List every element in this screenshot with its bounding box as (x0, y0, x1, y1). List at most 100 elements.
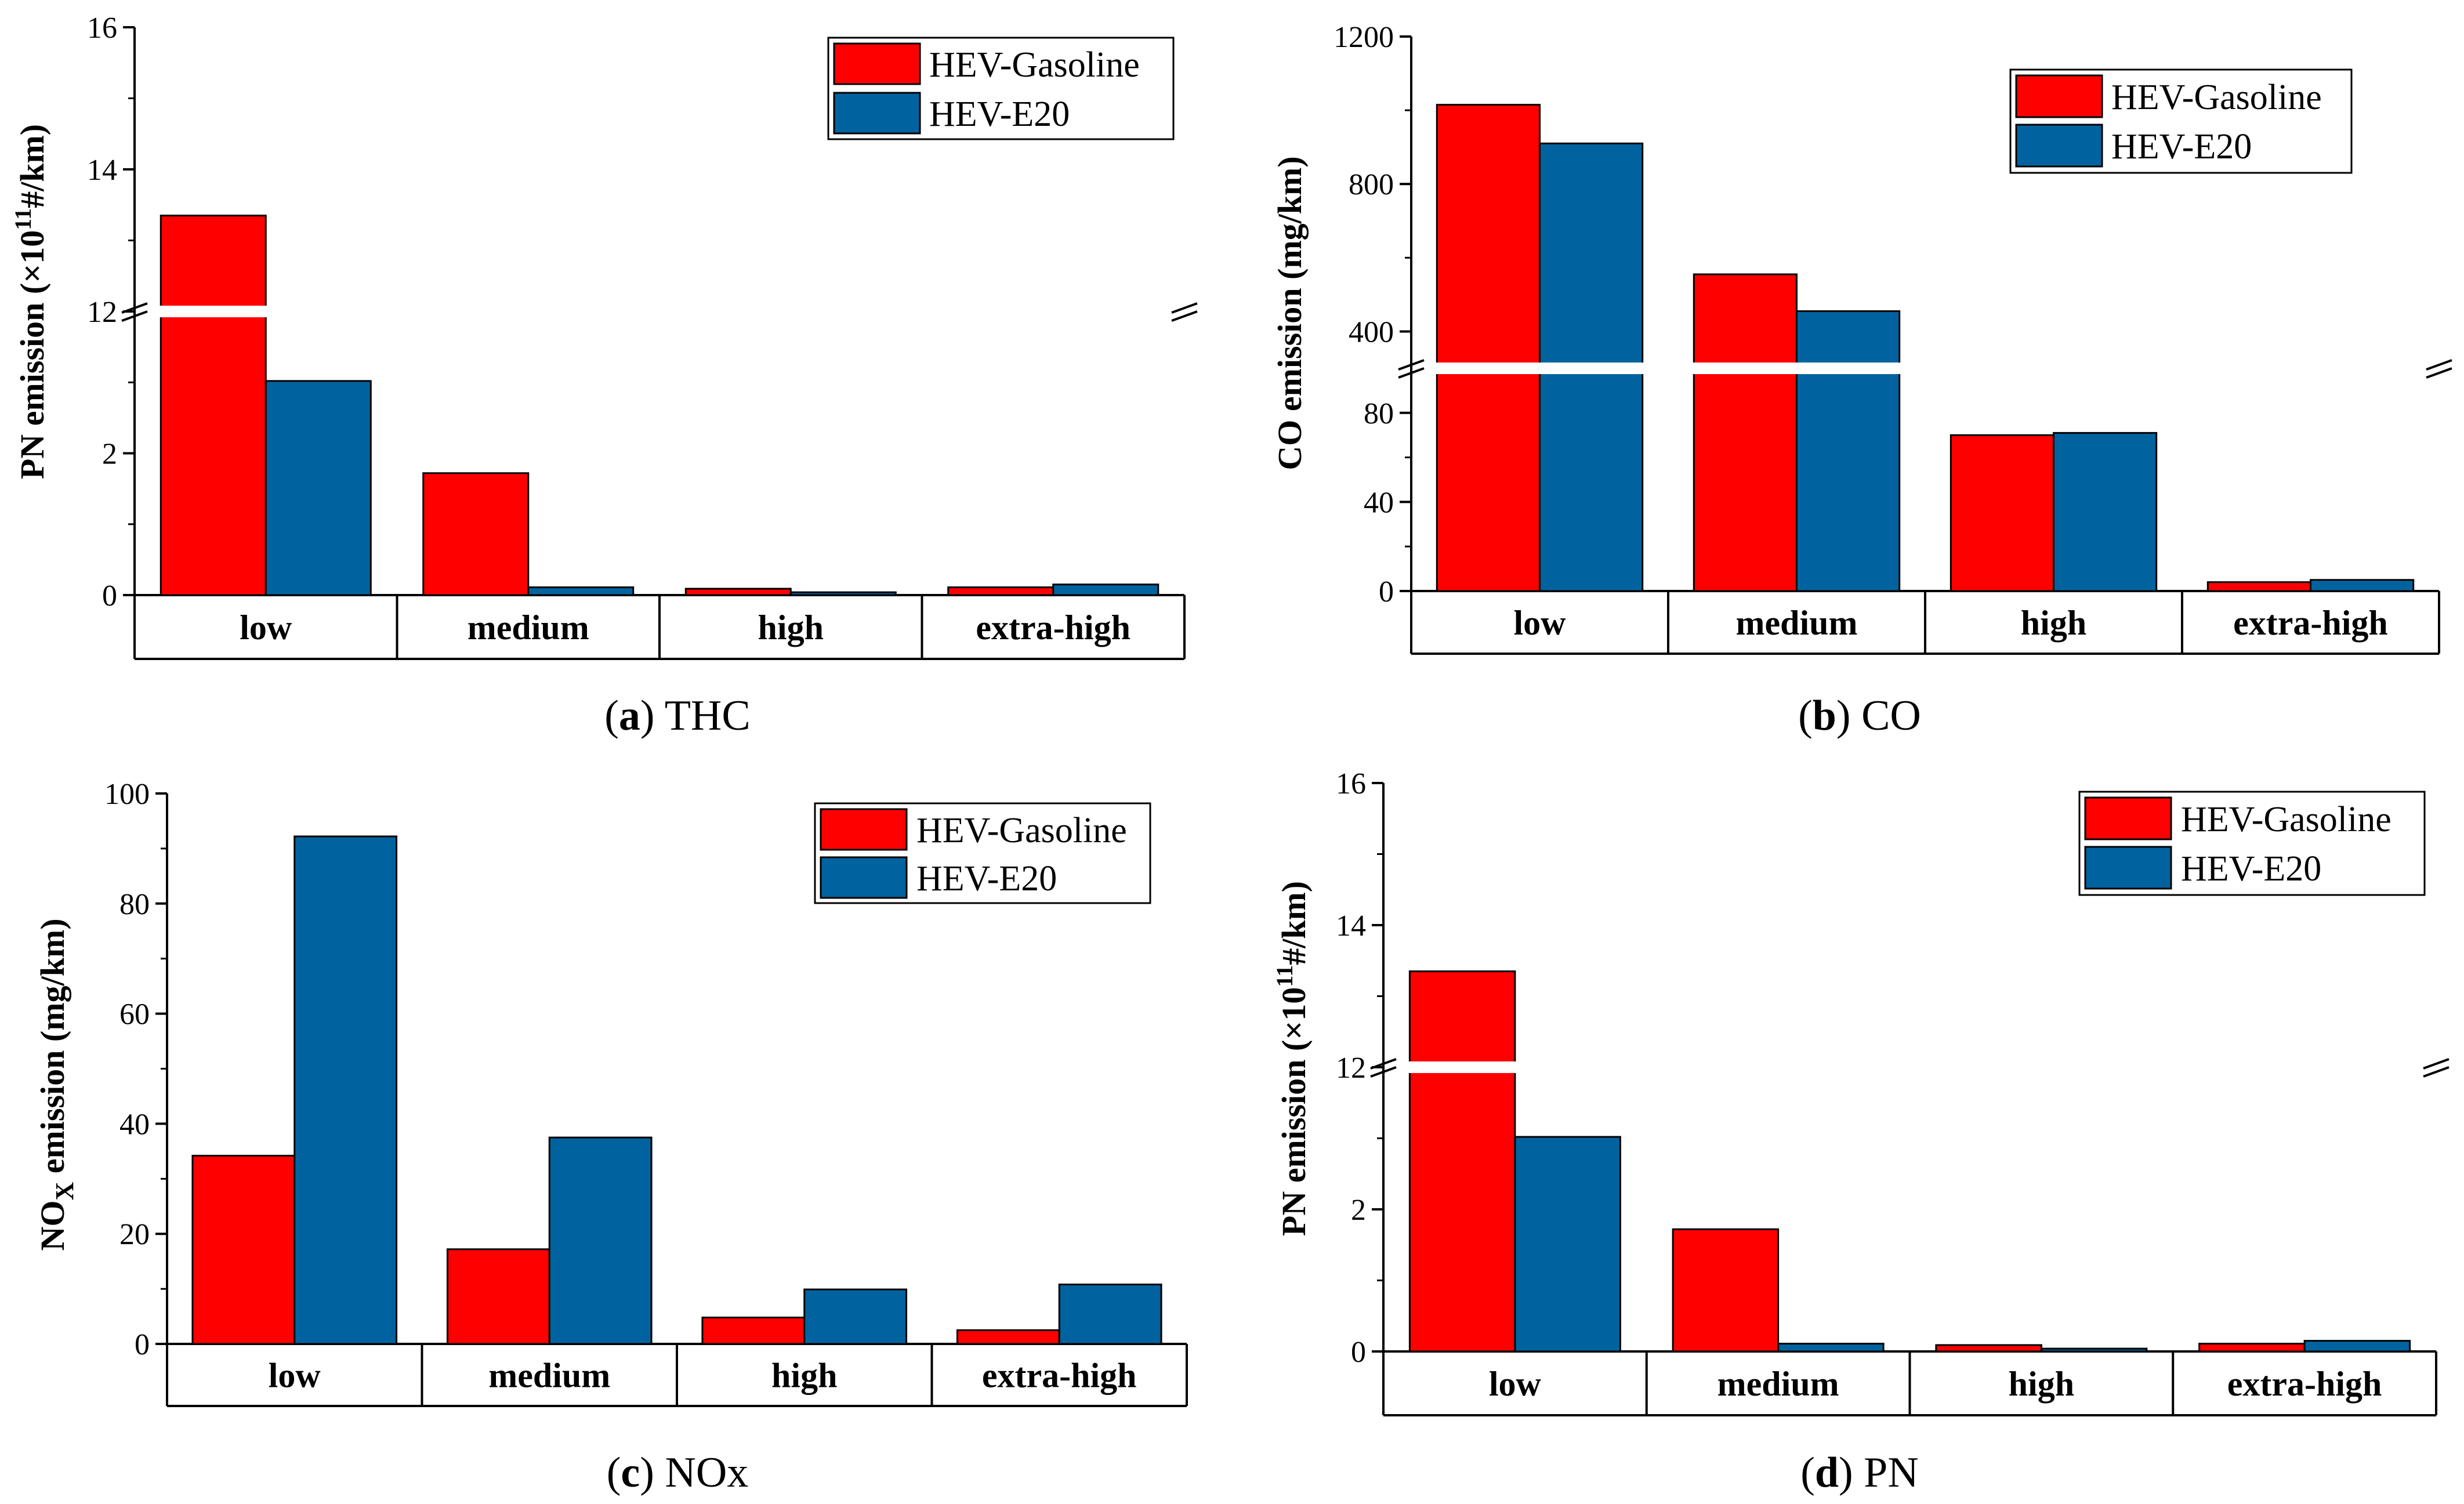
bar-gasoline-high (1935, 1344, 2042, 1353)
axis-break-mark-right (2423, 1058, 2449, 1070)
panel-b-y-ticks: 0 40 80 400 800 1200 (1334, 21, 1411, 608)
bar-gasoline-extra-high (2198, 1343, 2306, 1353)
axis-break-mark-left (1370, 1066, 1397, 1078)
panel-b-co: low medium high extra-high 040804008001200 … (1271, 21, 2452, 740)
bar-e20-high (789, 591, 897, 596)
axis-break-mark-right (2423, 1066, 2449, 1078)
legend-label-gasoline: HEV-Gasoline (2111, 78, 2322, 117)
bar-gasoline-high (1950, 434, 2055, 592)
panel-c-y-axis-title-post: emission (mg/km) (34, 918, 71, 1182)
panel-d-y-axis-title-sup: 11 (1271, 965, 1298, 987)
panel-c-y-ticks: 0 20 40 60 80 100 (104, 778, 167, 1361)
category-label-extra-high: extra-high (2227, 1365, 2382, 1403)
bar-e20-extra-high (2310, 579, 2415, 592)
legend-swatch-e20 (2015, 124, 2103, 168)
panel-a-y-ticks: 0 2 12 14 16 (87, 12, 135, 613)
axis-break-gap (1385, 1061, 2434, 1073)
bar-e20-low (293, 835, 398, 1345)
legend-label-gasoline: HEV-Gasoline (916, 811, 1127, 850)
bar-gasoline-high (701, 1316, 806, 1345)
category-label-medium: medium (1736, 604, 1858, 642)
y-tick-label: 14 (87, 154, 117, 187)
y-tick-label: 20 (119, 1218, 150, 1251)
panel-d-legend: HEV-Gasoline HEV-E20 (2078, 791, 2426, 896)
bar-e20-high (2040, 1347, 2148, 1353)
y-tick-label: 12 (87, 296, 117, 329)
panel-c-y-axis-title: NOX emission (mg/km) (34, 918, 79, 1251)
y-tick-label: 12 (1336, 1052, 1366, 1085)
panel-d-caption-text: PN (1864, 1449, 1919, 1496)
y-tick-label: 40 (119, 1108, 150, 1141)
panel-a-y-axis-title-sup: 11 (10, 208, 36, 230)
bar-e20-extra-high (1058, 1284, 1162, 1345)
panel-a-bars: low medium high extra-high (121, 27, 1198, 660)
bar-gasoline-low (191, 1154, 296, 1345)
y-tick-label: 800 (1349, 168, 1394, 201)
bar-e20-low (1514, 1136, 1621, 1353)
category-label-low: low (1514, 604, 1567, 642)
panel-d-y-axis-title: PN emission (×1011#/km) (1271, 881, 1313, 1236)
legend-swatch-gasoline (2084, 796, 2172, 840)
category-label-medium: medium (1717, 1365, 1839, 1403)
y-tick-label: 0 (1379, 575, 1394, 608)
bar-gasoline-extra-high (2206, 581, 2312, 592)
category-label-high: high (2021, 604, 2086, 642)
panel-b-caption-letter: b (1813, 692, 1836, 740)
panel-b-y-axis-title: CO emission (mg/km) (1271, 156, 1309, 470)
y-tick-label: 16 (1336, 767, 1366, 800)
bar-e20-medium (1777, 1343, 1885, 1353)
panel-b-caption: (b) CO (1798, 692, 1921, 740)
legend-label-gasoline: HEV-Gasoline (929, 45, 1140, 85)
bar-gasoline-low (1408, 970, 1516, 1353)
panel-c-caption-text: NOx (665, 1449, 748, 1496)
svg-text:PN emission (×1011#/km): PN emission (×1011#/km) (10, 124, 51, 479)
legend-swatch-gasoline (2015, 74, 2103, 118)
category-label-extra-high: extra-high (982, 1357, 1137, 1395)
y-tick-label: 2 (1351, 1194, 1366, 1227)
y-tick-label: 400 (1349, 316, 1394, 349)
bar-gasoline-low (1436, 104, 1541, 592)
category-label-low: low (269, 1357, 321, 1395)
y-tick-label: 2 (102, 438, 117, 471)
axis-break-mark-right (1171, 310, 1198, 322)
panel-a-caption-letter: a (619, 692, 640, 740)
y-tick-label: 60 (119, 998, 150, 1031)
legend-label-gasoline: HEV-Gasoline (2181, 800, 2391, 839)
panel-d-y-axis-title-pre: PN emission (×10 (1275, 987, 1313, 1236)
bar-gasoline-extra-high (947, 586, 1055, 596)
panel-a-legend: HEV-Gasoline HEV-E20 (827, 37, 1175, 140)
panel-a-y-axis-title: PN emission (×1011#/km) (10, 124, 51, 479)
y-tick-label: 0 (1351, 1336, 1366, 1369)
axis-break-mark-right (2426, 367, 2452, 379)
panel-d-caption-letter: d (1815, 1449, 1839, 1496)
panel-c-caption-letter: c (621, 1449, 640, 1496)
category-label-extra-high: extra-high (2233, 604, 2388, 642)
bar-e20-high (2053, 432, 2158, 592)
bar-gasoline-medium (1693, 273, 1798, 592)
panel-c-y-axis-title-sub: X (50, 1182, 79, 1201)
y-tick-label: 80 (1364, 397, 1394, 430)
category-label-high: high (758, 608, 824, 647)
axis-break-gap (136, 306, 1183, 317)
bar-gasoline-medium (1672, 1228, 1780, 1353)
svg-text:PN emission (×1011#/km): PN emission (×1011#/km) (1271, 881, 1313, 1236)
legend-swatch-gasoline (820, 808, 908, 851)
bar-gasoline-medium (446, 1248, 550, 1345)
panel-b-legend: HEV-Gasoline HEV-E20 (2009, 68, 2353, 174)
legend-swatch-e20 (833, 92, 921, 135)
legend-label-e20: HEV-E20 (2181, 849, 2321, 889)
axis-break-gap (1413, 363, 2437, 374)
bar-e20-medium (1796, 310, 1901, 592)
bar-gasoline-extra-high (956, 1329, 1060, 1345)
y-tick-label: 0 (102, 579, 117, 613)
bar-gasoline-low (160, 215, 267, 596)
panel-a-caption: (a) THC (604, 692, 750, 740)
panel-d-pn: low medium high extra-high 0 2 12 14 16 PN emis… (1271, 767, 2449, 1496)
axis-break-mark-left (1398, 359, 1425, 371)
panel-d-y-axis-title-post: #/km) (1275, 881, 1313, 965)
panel-c-nox: low medium high extra-high 0 20 40 60 80 100 NOX… (34, 778, 1188, 1496)
y-tick-label: 0 (135, 1328, 150, 1361)
panel-a-y-axis-title-pre: PN emission (×10 (13, 230, 51, 479)
panel-a-caption-text: THC (665, 692, 751, 740)
